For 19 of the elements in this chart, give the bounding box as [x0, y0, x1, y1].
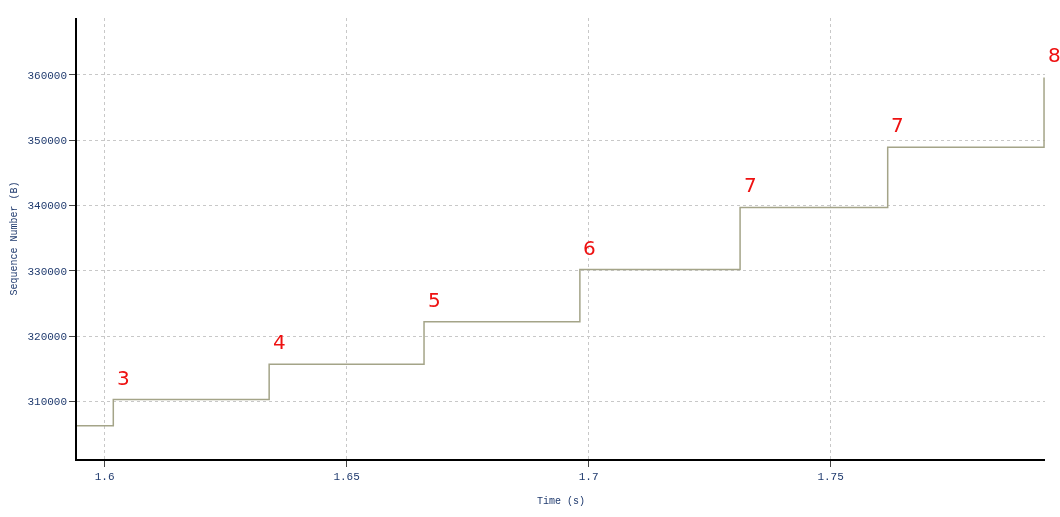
y-tick-label: 350000 — [27, 135, 68, 148]
annotation: 4 — [273, 330, 286, 354]
x-tick-label: 1.75 — [817, 470, 844, 483]
annotation: 8 — [1048, 43, 1060, 67]
annotation: 3 — [117, 366, 130, 390]
x-tick-label: 1.65 — [333, 470, 360, 483]
y-tick-label: 330000 — [27, 265, 68, 278]
annotation: 5 — [428, 288, 441, 312]
y-tick-label: 310000 — [27, 396, 68, 409]
x-axis-title: Time (s) — [536, 495, 586, 507]
annotation: 7 — [744, 173, 757, 197]
annotation: 6 — [583, 236, 596, 260]
annotation: 7 — [891, 113, 904, 137]
y-axis-title: Sequence Number (B) — [8, 181, 20, 296]
y-tick-label: 320000 — [27, 331, 68, 344]
x-tick-label: 1.6 — [94, 470, 115, 483]
x-tick-label: 1.7 — [578, 470, 599, 483]
y-tick-label: 340000 — [27, 200, 68, 213]
y-tick-label: 360000 — [27, 69, 68, 82]
